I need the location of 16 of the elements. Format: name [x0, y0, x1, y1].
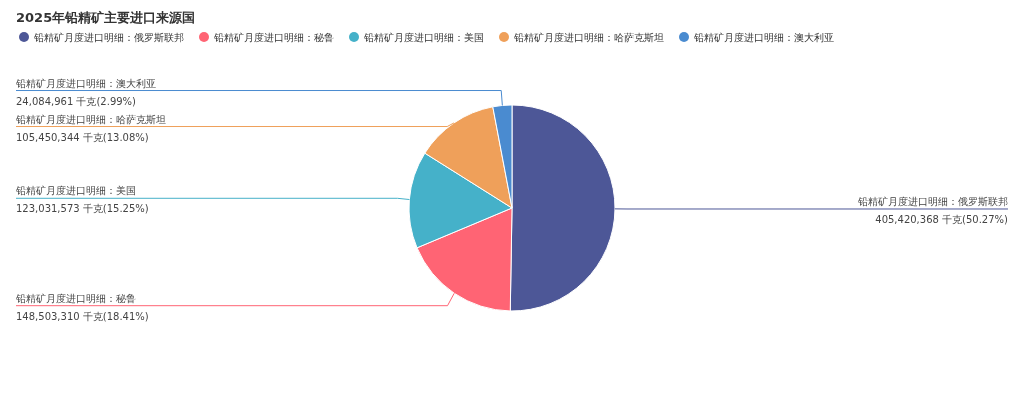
slice-label: 铅精矿月度进口明细：澳大利亚	[15, 77, 156, 89]
legend-label: 铅精矿月度进口明细：澳大利亚	[693, 32, 834, 43]
data-label: 148,503,310 千克(18.41%)	[16, 310, 149, 322]
slice-label: 铅精矿月度进口明细：秘鲁	[15, 292, 136, 304]
slice-label: 铅精矿月度进口明细：美国	[15, 185, 136, 197]
legend-label: 铅精矿月度进口明细：美国	[363, 32, 484, 43]
data-label: 24,084,961 千克(2.99%)	[16, 95, 137, 107]
slice-label: 铅精矿月度进口明细：俄罗斯联邦	[857, 196, 1008, 207]
slice-label: 铅精矿月度进口明细：哈萨克斯坦	[15, 113, 166, 125]
legend-label: 铅精矿月度进口明细：俄罗斯联邦	[33, 32, 184, 43]
legend-label: 铅精矿月度进口明细：秘鲁	[213, 32, 334, 43]
chart-title: 2025年铅精矿主要进口来源国	[16, 10, 196, 25]
data-label: 123,031,573 千克(15.25%)	[16, 203, 149, 215]
legend-label: 铅精矿月度进口明细：哈萨克斯坦	[513, 32, 664, 43]
data-label: 405,420,368 千克(50.27%)	[875, 214, 1009, 225]
data-label: 105,450,344 千克(13.08%)	[16, 131, 149, 143]
